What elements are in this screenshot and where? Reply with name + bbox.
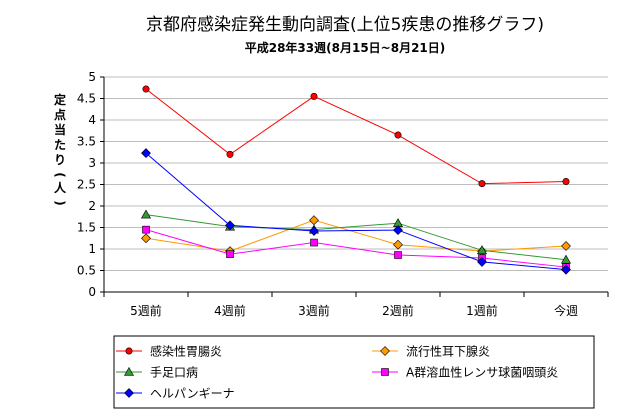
- series-line: [145, 214, 567, 261]
- x-tick-label: 5週前: [130, 303, 162, 318]
- series-group: [141, 215, 571, 257]
- y-axis-label-char: 当: [54, 122, 66, 137]
- x-tick-labels: 5週前 4週前 3週前 2週前 1週前 今週: [130, 303, 578, 318]
- data-point: [226, 150, 234, 158]
- x-tick-label: 3週前: [298, 303, 330, 318]
- legend-item: ヘルパンギーナ: [116, 387, 235, 401]
- y-axis-label-char: た: [54, 138, 66, 152]
- axes: [103, 77, 609, 297]
- data-point: [142, 225, 150, 234]
- y-tick-label: 3: [88, 156, 96, 170]
- x-tick-label: 1週前: [466, 303, 498, 318]
- data-point: [142, 85, 150, 93]
- legend-item: A群溶血性レンサ球菌咽頭炎: [372, 365, 558, 380]
- data-point: [140, 209, 152, 219]
- x-tick-label: 4週前: [214, 303, 246, 318]
- y-tick-label: 1.5: [77, 221, 96, 235]
- data-point: [394, 131, 402, 139]
- data-point: [226, 250, 234, 258]
- data-point: [310, 238, 318, 247]
- data-point: [478, 180, 486, 188]
- y-axis-label-char: 点: [54, 107, 66, 122]
- y-tick-label: 0.5: [77, 264, 96, 278]
- gridlines: [100, 76, 608, 293]
- y-tick-label: 2.5: [77, 178, 96, 192]
- data-point: [309, 215, 319, 226]
- series-group: [142, 85, 570, 188]
- data-point: [225, 220, 235, 231]
- data-point: [141, 233, 151, 244]
- legend-label: 手足口病: [150, 365, 198, 380]
- legend-marker: [123, 366, 135, 376]
- y-axis-label-char: 人: [54, 180, 67, 195]
- series-group: [140, 209, 572, 264]
- y-tick-label: 4.5: [77, 92, 96, 106]
- legend-item: 感染性胃腸炎: [116, 344, 222, 359]
- y-tick-label: 0: [88, 285, 96, 299]
- legend-item: 流行性耳下腺炎: [372, 345, 490, 359]
- data-point: [477, 256, 487, 267]
- legend-marker: [381, 368, 389, 376]
- data-point: [394, 251, 402, 259]
- series-line: [145, 219, 567, 252]
- x-tick-label: 2週前: [382, 303, 414, 318]
- y-axis-label-char: ): [53, 200, 67, 205]
- data-point: [393, 225, 403, 236]
- legend-box: [113, 335, 595, 409]
- legend-label: A群溶血性レンサ球菌咽頭炎: [406, 365, 558, 380]
- y-axis-label-char: り: [54, 153, 66, 167]
- y-tick-labels: 0 0.5 1 1.5 2 2.5 3 3.5 4 4.5 5: [77, 70, 96, 299]
- series-line: [145, 152, 567, 271]
- chart-title: 京都府感染症発生動向調査(上位5疾患の推移グラフ): [146, 15, 544, 35]
- legend-item: 手足口病: [116, 365, 198, 380]
- legend-label: 流行性耳下腺炎: [406, 345, 490, 359]
- legend-marker: [380, 346, 390, 356]
- y-tick-label: 5: [88, 70, 96, 84]
- data-point: [561, 241, 571, 251]
- series-lines: [140, 85, 572, 275]
- series-line: [145, 88, 567, 185]
- data-point: [476, 245, 488, 255]
- y-tick-label: 3.5: [77, 135, 96, 149]
- legend-marker: [124, 388, 134, 398]
- y-tick-label: 2: [88, 199, 96, 213]
- series-group: [141, 148, 571, 275]
- data-point: [309, 226, 319, 236]
- chart-subtitle: 平成28年33週(8月15日~8月21日): [245, 40, 446, 55]
- y-axis-label-char: (: [53, 172, 67, 177]
- data-point: [393, 239, 403, 250]
- y-tick-label: 1: [88, 242, 96, 256]
- legend-label: ヘルパンギーナ: [150, 387, 235, 401]
- legend-label: 感染性胃腸炎: [150, 344, 222, 359]
- series-line: [145, 229, 567, 268]
- data-point: [141, 148, 151, 159]
- data-point: [562, 177, 570, 185]
- data-point: [560, 254, 572, 264]
- y-tick-label: 4: [88, 113, 96, 127]
- x-tick-label: 今週: [554, 303, 578, 318]
- data-point: [561, 264, 571, 275]
- legend-marker: [125, 347, 133, 355]
- y-axis-label-char: 定: [54, 92, 66, 107]
- data-point: [310, 92, 318, 100]
